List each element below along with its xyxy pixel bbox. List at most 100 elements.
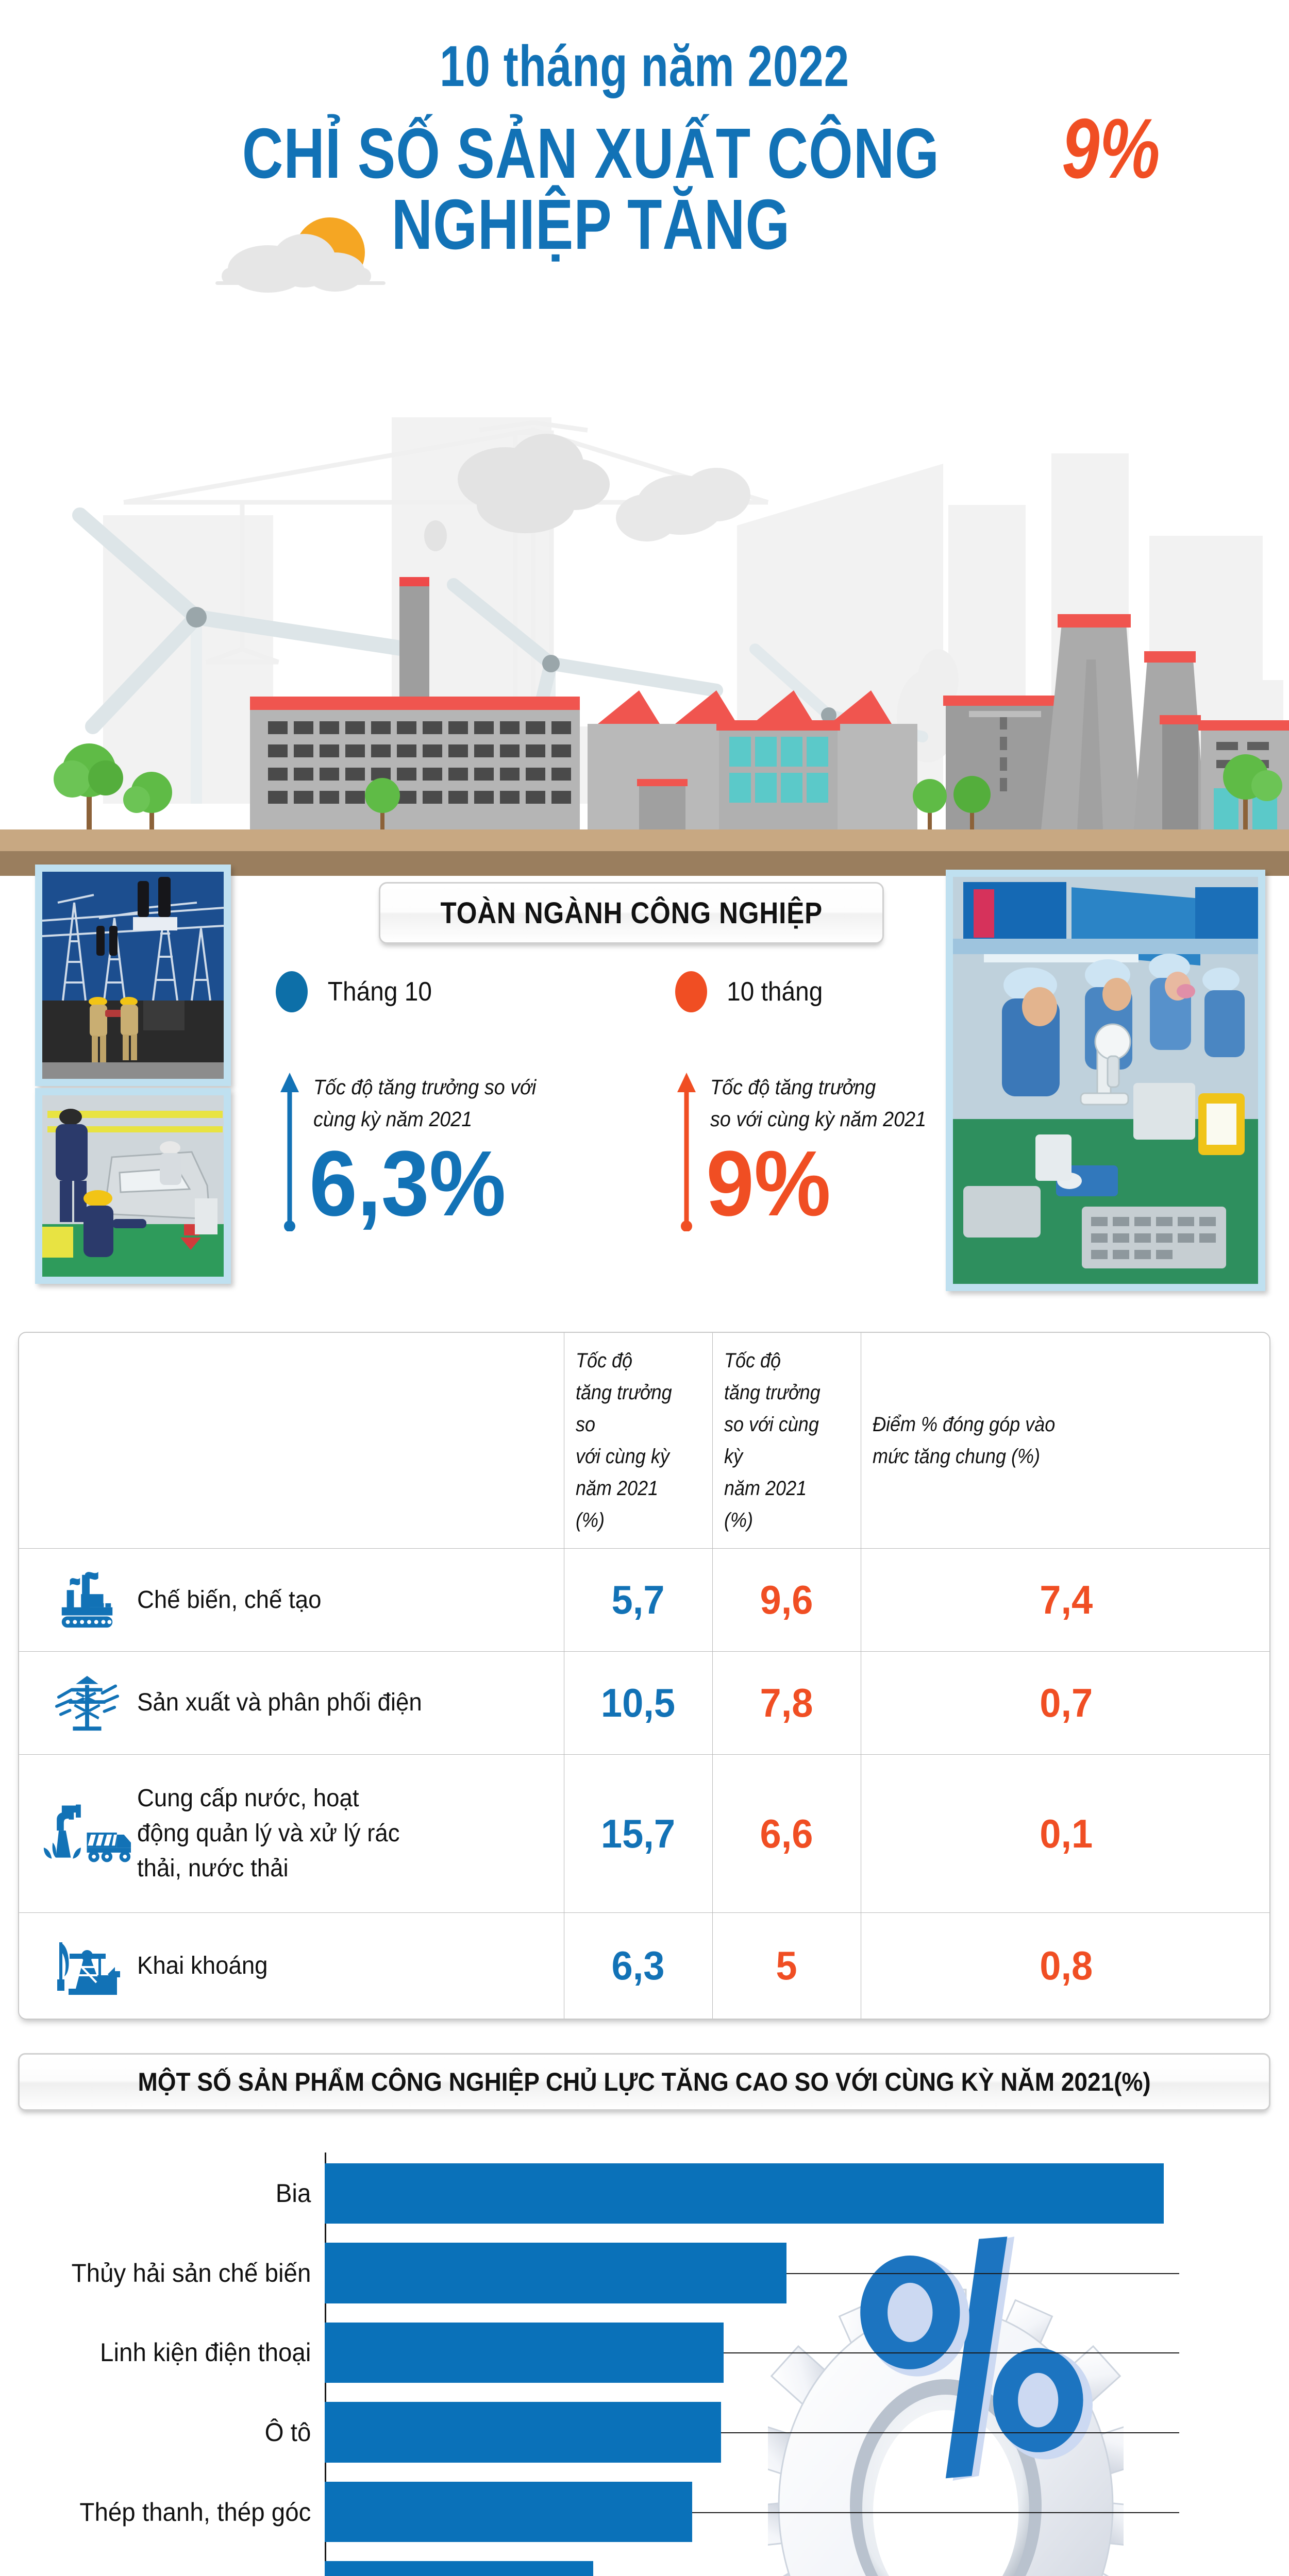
- photo-electronics-factory-art: [953, 877, 1258, 1284]
- table-header-blank: [19, 1333, 564, 1549]
- table-cell-name: Cung cấp nước, hoạt động quản lý và xử l…: [19, 1754, 564, 1913]
- worker-figures: [1002, 954, 1245, 1096]
- tree-icon: [54, 743, 123, 829]
- tree-icon-5: [1223, 754, 1282, 829]
- table-row: Cung cấp nước, hoạt động quản lý và xử l…: [19, 1754, 1269, 1913]
- page-header: 10 tháng năm 2022 CHỈ SỐ SẢN XUẤT CÔNG N…: [0, 34, 1289, 260]
- cooling-tower-large: [1041, 614, 1142, 829]
- chart-bar-track: 16,5: [325, 2322, 1289, 2383]
- legend-label-10thang: 10 tháng: [727, 977, 823, 1007]
- tree-icon-3: [913, 779, 947, 829]
- table-cell-contribution: 0,8: [871, 1912, 1262, 2019]
- table-cell-name: Sản xuất và phân phối điện: [19, 1651, 564, 1755]
- industrial-city-svg: [0, 217, 1289, 876]
- table-cell-thang10: 6,3: [567, 1912, 709, 2019]
- title-line-2: CHỈ SỐ SẢN XUẤT CÔNG NGHIỆP TĂNG: [242, 113, 940, 264]
- chart-bar-track: 11,1: [325, 2561, 1289, 2576]
- factory-building-left: [250, 577, 580, 829]
- factory-icon: [37, 1568, 137, 1633]
- table-cell-contribution: 7,4: [871, 1548, 1262, 1652]
- circle-blue-icon: [276, 971, 308, 1012]
- photo-power-substation-art: [42, 872, 224, 1079]
- chart-category-label: Linh kiện điện thoại: [100, 2338, 311, 2367]
- legend-item-10thang: 10 tháng: [675, 971, 827, 1012]
- stat-value-thang10: 6,3%: [309, 1132, 506, 1235]
- microscope-icon: [1080, 1023, 1131, 1106]
- stat-block-10thang: Tốc độ tăng trưởng so với cùng kỳ năm 20…: [675, 1072, 1036, 1242]
- smoke-plume: [424, 434, 610, 556]
- wind-turbine-icon: [72, 507, 415, 804]
- chart-bar-row: Bia 34,7: [0, 2163, 1289, 2224]
- truck-part: [87, 1833, 131, 1862]
- table-cell-name: Khai khoáng: [19, 1912, 564, 2019]
- table-cell-thang10: 15,7: [567, 1754, 709, 1913]
- chart-leader-line: [786, 2273, 1179, 2274]
- products-bar-chart: Bia 34,7 Thủy hải sản chế biến 19,1 Linh kiệ…: [0, 2138, 1289, 2576]
- up-arrow-blue-icon: [280, 1073, 299, 1231]
- circle-orange-icon: [675, 971, 707, 1012]
- chart-bar-track: 19,1: [325, 2243, 1289, 2303]
- tree-icon-6: [365, 778, 400, 829]
- chart-category-label: Thủy hải sản chế biến: [71, 2258, 311, 2287]
- chart-leader-line: [724, 2352, 1179, 2354]
- table-cell-contribution: 0,1: [871, 1754, 1262, 1913]
- table-header-thang10: Tốc độ tăng trưởng so với cùng kỳ năm 20…: [563, 1333, 713, 1549]
- table-row-name: Cung cấp nước, hoạt động quản lý và xử l…: [137, 1784, 400, 1883]
- title-percent-value: 9%: [1062, 100, 1160, 196]
- table-cell-thang10: 10,5: [567, 1651, 709, 1755]
- legend-item-thang10: Tháng 10: [276, 971, 437, 1012]
- table-cell-thang10: 5,7: [567, 1548, 709, 1652]
- factory-teal-windows: [716, 720, 840, 829]
- chart-rows-container: Bia 34,7 Thủy hải sản chế biến 19,1 Linh kiệ…: [0, 2138, 1289, 2576]
- table-cell-name: Chế biến, chế tạo: [19, 1548, 564, 1652]
- chart-bar-track: 34,7: [325, 2163, 1289, 2224]
- table-header-contribution: Điểm % đóng góp vào mức tăng chung (%): [860, 1333, 1269, 1549]
- chart-bar: [325, 2561, 593, 2576]
- stat-caption-10thang: Tốc độ tăng trưởng so với cùng kỳ năm 20…: [710, 1075, 927, 1131]
- tree-icon-2: [123, 772, 172, 829]
- chart-leader-line: [692, 2512, 1179, 2513]
- chart-bar-track: 16,4: [325, 2402, 1289, 2463]
- power-tower-icon: [37, 1671, 137, 1736]
- chart-bar: [325, 2402, 722, 2463]
- table-row: Chế biến, chế tạo 5,7 9,6 7,4: [19, 1548, 1269, 1652]
- title-line-1: 10 tháng năm 2022: [440, 34, 849, 98]
- chart-title-bar: MỘT SỐ SẢN PHẨM CÔNG NGHIỆP CHỦ LỰC TĂNG…: [18, 2053, 1270, 2111]
- bench-equipment: [963, 1083, 1245, 1268]
- table-row-name: Chế biến, chế tạo: [137, 1586, 322, 1614]
- chart-bar-row: Sơn hóa học11,1: [0, 2561, 1289, 2576]
- up-arrow-orange-icon: [677, 1073, 696, 1231]
- table-cell-10thang: 9,6: [715, 1548, 858, 1652]
- table-row-name: Sản xuất và phân phối điện: [137, 1689, 422, 1717]
- cloud-icon: [215, 234, 386, 293]
- chart-bar-track: 15,2: [325, 2481, 1289, 2543]
- chart-bar-row: Linh kiện điện thoại 16,5: [0, 2322, 1289, 2383]
- smoke-plume-2: [616, 468, 750, 541]
- chart-bar: [325, 2481, 693, 2543]
- chimney-right: [1160, 715, 1201, 829]
- ground-band-light: [0, 829, 1289, 851]
- industry-badge-label: TOÀN NGÀNH CÔNG NGHIỆP: [440, 896, 823, 930]
- photo-car-assembly: [35, 1088, 231, 1284]
- chart-bar-row: Thép thanh, thép góc 15,2: [0, 2481, 1289, 2543]
- stat-value-10thang: 9%: [706, 1132, 831, 1235]
- chart-bar: [325, 2243, 787, 2303]
- industry-badge: TOÀN NGÀNH CÔNG NGHIỆP: [379, 882, 884, 944]
- photo-power-substation: [35, 865, 231, 1086]
- tree-icon-4: [953, 776, 991, 829]
- ceiling-banners: [953, 882, 1258, 965]
- city-illustration: [0, 196, 1289, 876]
- photo-electronics-factory: [946, 870, 1265, 1291]
- stat-block-thang10: Tốc độ tăng trưởng so với cùng kỳ năm 20…: [278, 1072, 639, 1242]
- photo-car-assembly-art: [42, 1095, 224, 1277]
- chart-category-label: Bia: [275, 2179, 311, 2208]
- oil-derrick-icon: [37, 1935, 137, 1997]
- chart-bar: [325, 2163, 1164, 2224]
- faucet-part: [43, 1804, 81, 1859]
- industry-breakdown-table: Tốc độ tăng trưởng so với cùng kỳ năm 20…: [19, 1333, 1269, 2019]
- chart-bar-row: Thủy hải sản chế biến 19,1: [0, 2243, 1289, 2303]
- chart-bar-row: Ô tô 16,4: [0, 2402, 1289, 2463]
- industry-summary-panel: TOÀN NGÀNH CÔNG NGHIỆP Tháng 10 10 tháng…: [0, 855, 1289, 1319]
- legend-label-thang10: Tháng 10: [327, 977, 432, 1007]
- table-header-10thang: Tốc độ tăng trưởng so với cùng kỳ năm 20…: [712, 1333, 861, 1549]
